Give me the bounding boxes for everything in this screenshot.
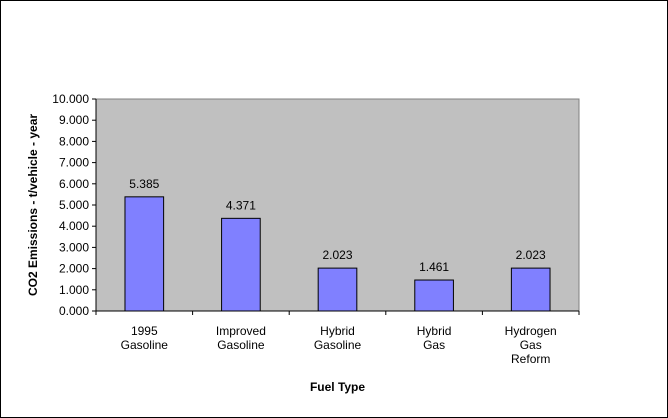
bar: [510, 267, 551, 312]
x-axis-categories: 1995 Gasoline Improved Gasoline Hybrid Gasoli…: [95, 311, 580, 366]
x-axis-title: Fuel Type: [310, 380, 365, 394]
bar: [317, 267, 358, 312]
bar: [221, 217, 261, 312]
y-tick-label: 6.000: [59, 177, 89, 191]
y-tick-label: 1.000: [59, 283, 89, 297]
bar-value-label: 5.385: [129, 177, 159, 191]
y-tick-label: 5.000: [59, 198, 89, 212]
bar-value-label: 4.371: [226, 198, 256, 212]
y-axis-ticks: 0.000 1.000 2.000 3.000 4.000 5.000 6.000 7.000…: [52, 92, 96, 318]
x-category-label: Hydrogen Gas Reform: [505, 324, 557, 366]
y-tick-label: 4.000: [59, 219, 89, 233]
y-tick-label: 7.000: [59, 156, 89, 170]
x-category-label: Hybrid Gasoline: [314, 324, 362, 352]
y-tick-label: 8.000: [59, 134, 89, 148]
x-category-label: Improved Gasoline: [216, 324, 266, 352]
bar-value-label: 2.023: [516, 248, 546, 262]
bar: [124, 196, 165, 312]
bar: [414, 279, 454, 312]
x-category-label: 1995 Gasoline: [121, 324, 169, 352]
bars: 5.385 4.371 2.023 1.461 2.023: [124, 177, 551, 312]
bar-value-label: 1.461: [419, 260, 449, 274]
y-tick-label: 10.000: [52, 92, 89, 106]
bar-value-label: 2.023: [322, 248, 352, 262]
y-tick-label: 3.000: [59, 240, 89, 254]
y-tick-label: 9.000: [59, 113, 89, 127]
x-category-label: Hybrid Gas: [417, 324, 452, 352]
y-tick-label: 0.000: [59, 304, 89, 318]
y-axis-title: CO2 Emissions - t/vehicle - year: [26, 114, 40, 296]
y-tick-label: 2.000: [59, 262, 89, 276]
